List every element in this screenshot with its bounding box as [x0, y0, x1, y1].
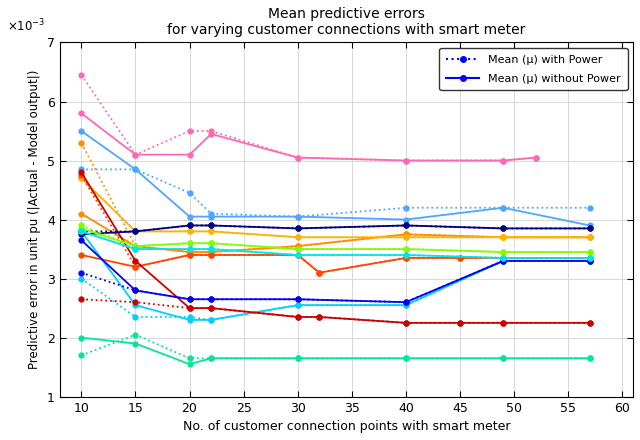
- Y-axis label: Predictive error in unit pu (|Actual - Model output|): Predictive error in unit pu (|Actual - M…: [28, 70, 42, 369]
- Text: $\times10^{-3}$: $\times10^{-3}$: [7, 18, 45, 34]
- Title: Mean predictive errors
for varying customer connections with smart meter: Mean predictive errors for varying custo…: [167, 7, 525, 37]
- X-axis label: No. of customer connection points with smart meter: No. of customer connection points with s…: [182, 420, 510, 433]
- Legend: Mean (μ) with Power, Mean (μ) without Power: Mean (μ) with Power, Mean (μ) without Po…: [439, 48, 627, 90]
